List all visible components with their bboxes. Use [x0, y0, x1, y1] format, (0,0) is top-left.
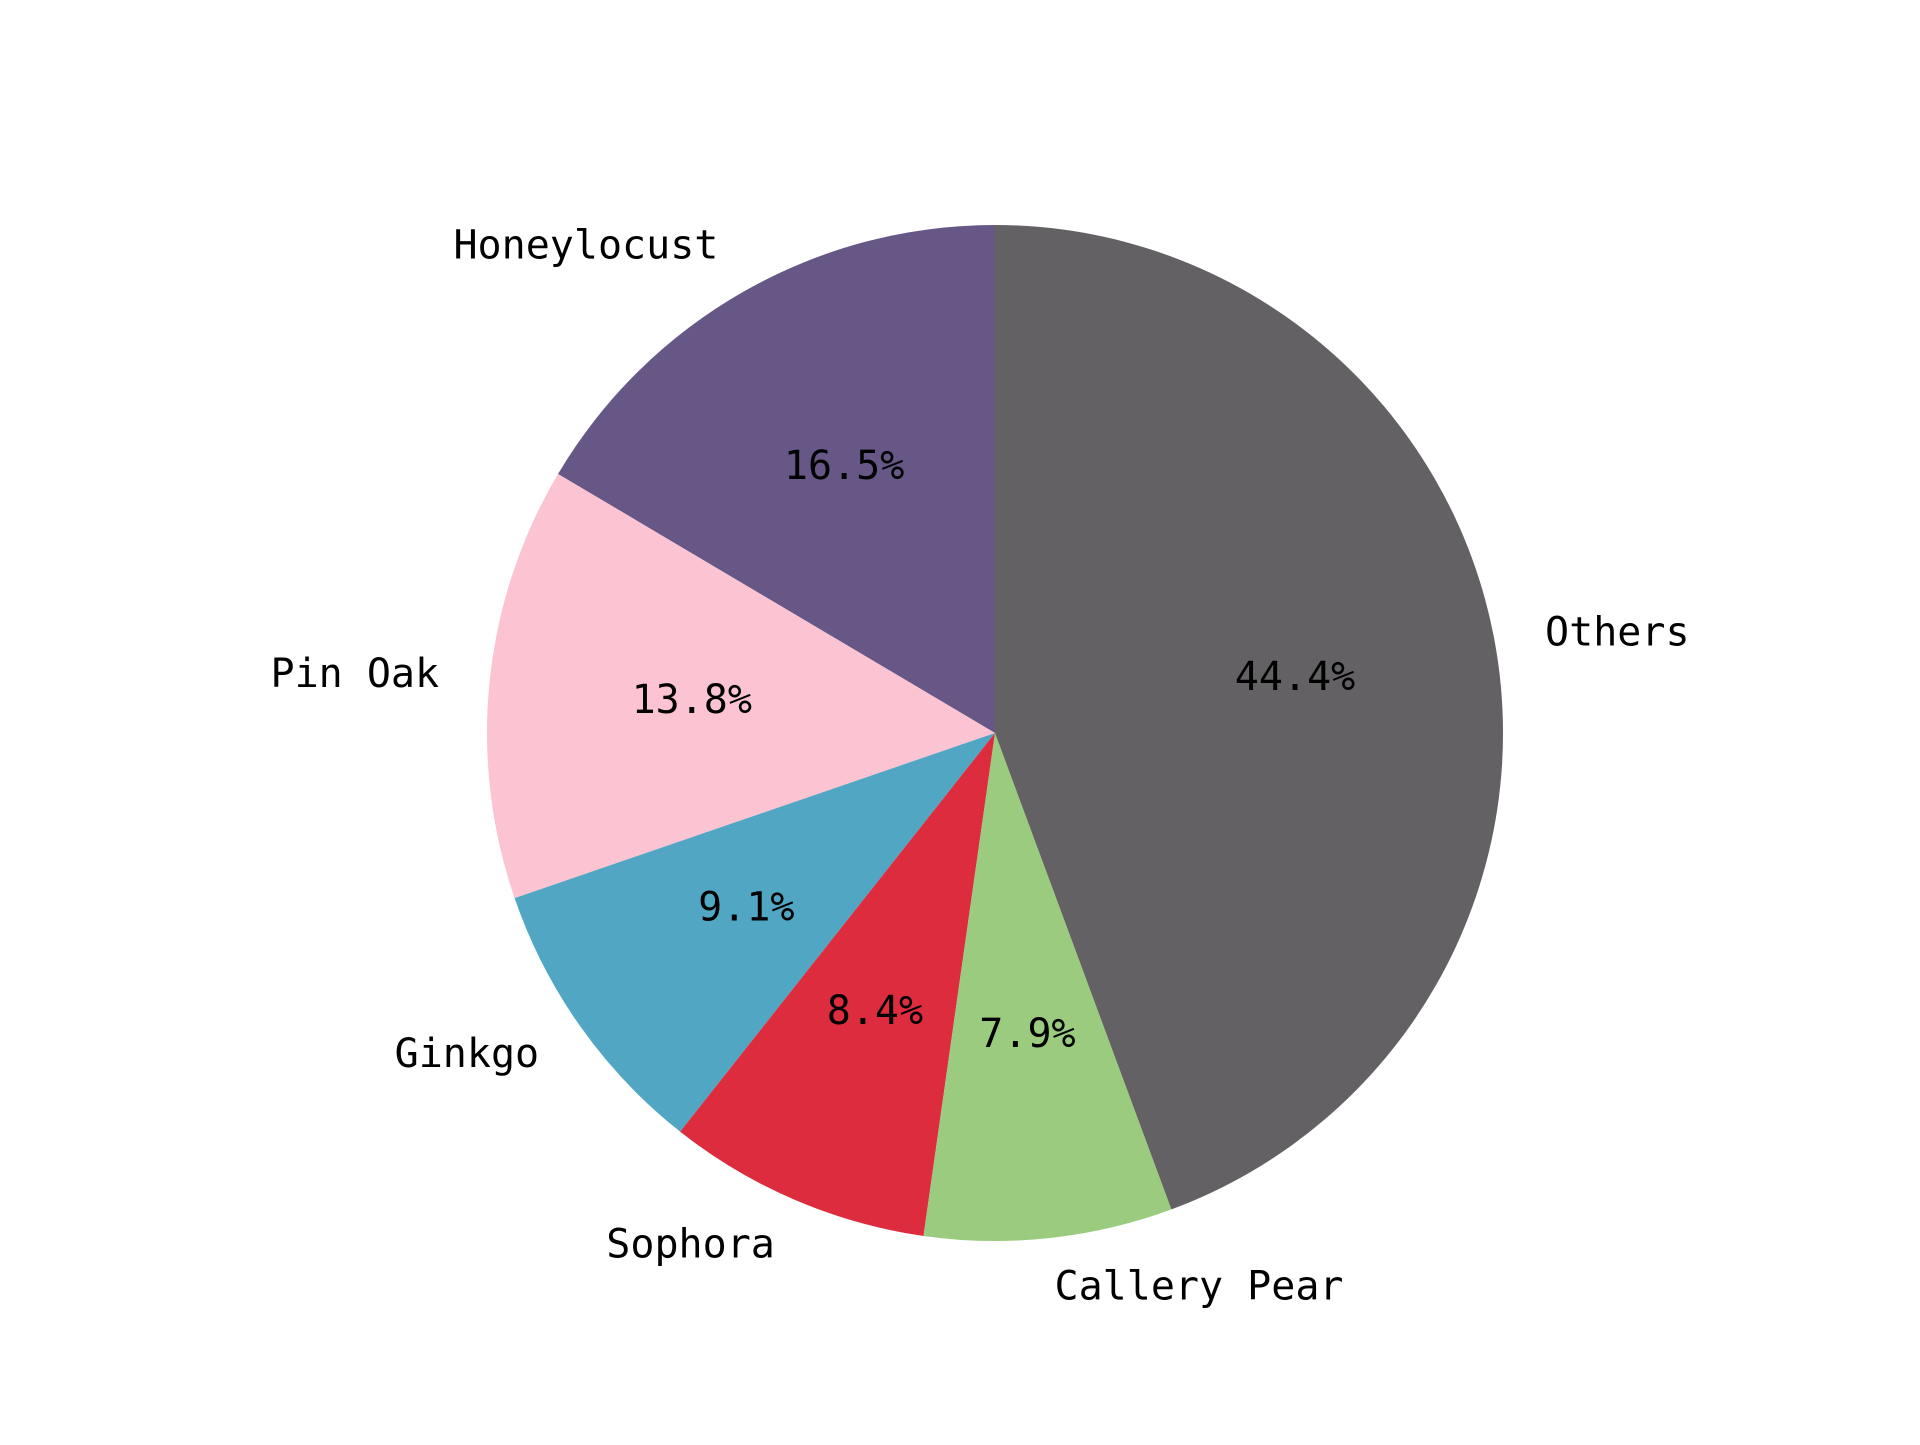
slice-callery-pear: [923, 733, 1172, 1241]
slice-label-callery-pear: Callery Pear: [1055, 1264, 1344, 1310]
slice-label-ginkgo: Ginkgo: [395, 1031, 540, 1077]
slice-sophora: [680, 733, 995, 1236]
slice-percent-honeylocust: 16.5%: [784, 443, 904, 489]
slice-label-others: Others: [1545, 609, 1690, 655]
slice-percent-ginkgo: 9.1%: [698, 884, 794, 930]
slice-others: [995, 224, 1504, 1210]
slice-label-pin-oak: Pin Oak: [271, 651, 440, 697]
slice-label-sophora: Sophora: [606, 1222, 775, 1268]
slice-percent-sophora: 8.4%: [827, 988, 923, 1034]
slice-label-honeylocust: Honeylocust: [453, 222, 718, 268]
labels-layer: Honeylocust 16.5% Pin Oak 13.8% Ginkgo 9.1% So…: [271, 222, 1690, 1309]
slices-layer: [486, 224, 1504, 1241]
slice-honeylocust: [558, 225, 995, 733]
slice-percent-others: 44.4%: [1235, 654, 1355, 700]
slice-pin-oak: [486, 473, 995, 899]
slice-ginkgo: [514, 733, 995, 1132]
slice-percent-callery-pear: 7.9%: [979, 1011, 1075, 1057]
slice-percent-pin-oak: 13.8%: [632, 677, 752, 723]
